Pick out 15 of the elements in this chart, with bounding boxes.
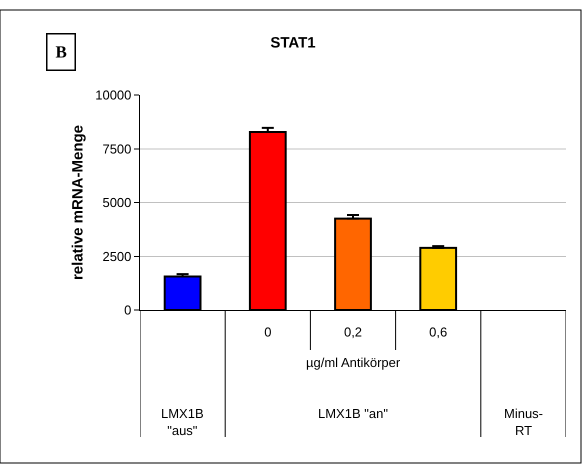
text: B — [56, 42, 67, 62]
y-tick-label: 7500 — [102, 141, 132, 156]
x-tick-label: 0 — [264, 324, 272, 340]
y-tick-label: 5000 — [102, 195, 132, 210]
chart-title: STAT1 — [270, 34, 316, 52]
text: LMX1B "an" — [318, 406, 388, 421]
y-tick-label: 0 — [124, 302, 132, 318]
x-tick-label: 0,6 — [429, 324, 448, 340]
x-tick-label: 0,2 — [344, 324, 362, 340]
y-axis-title: relative mRNA-Menge — [69, 124, 86, 280]
text: µg/ml Antikörper — [306, 355, 401, 370]
y-tick-label: 10000 — [95, 88, 132, 103]
text: Minus- RT — [504, 406, 544, 438]
text: LMX1B "aus" — [161, 406, 204, 438]
y-tick-label: 2500 — [102, 248, 132, 264]
